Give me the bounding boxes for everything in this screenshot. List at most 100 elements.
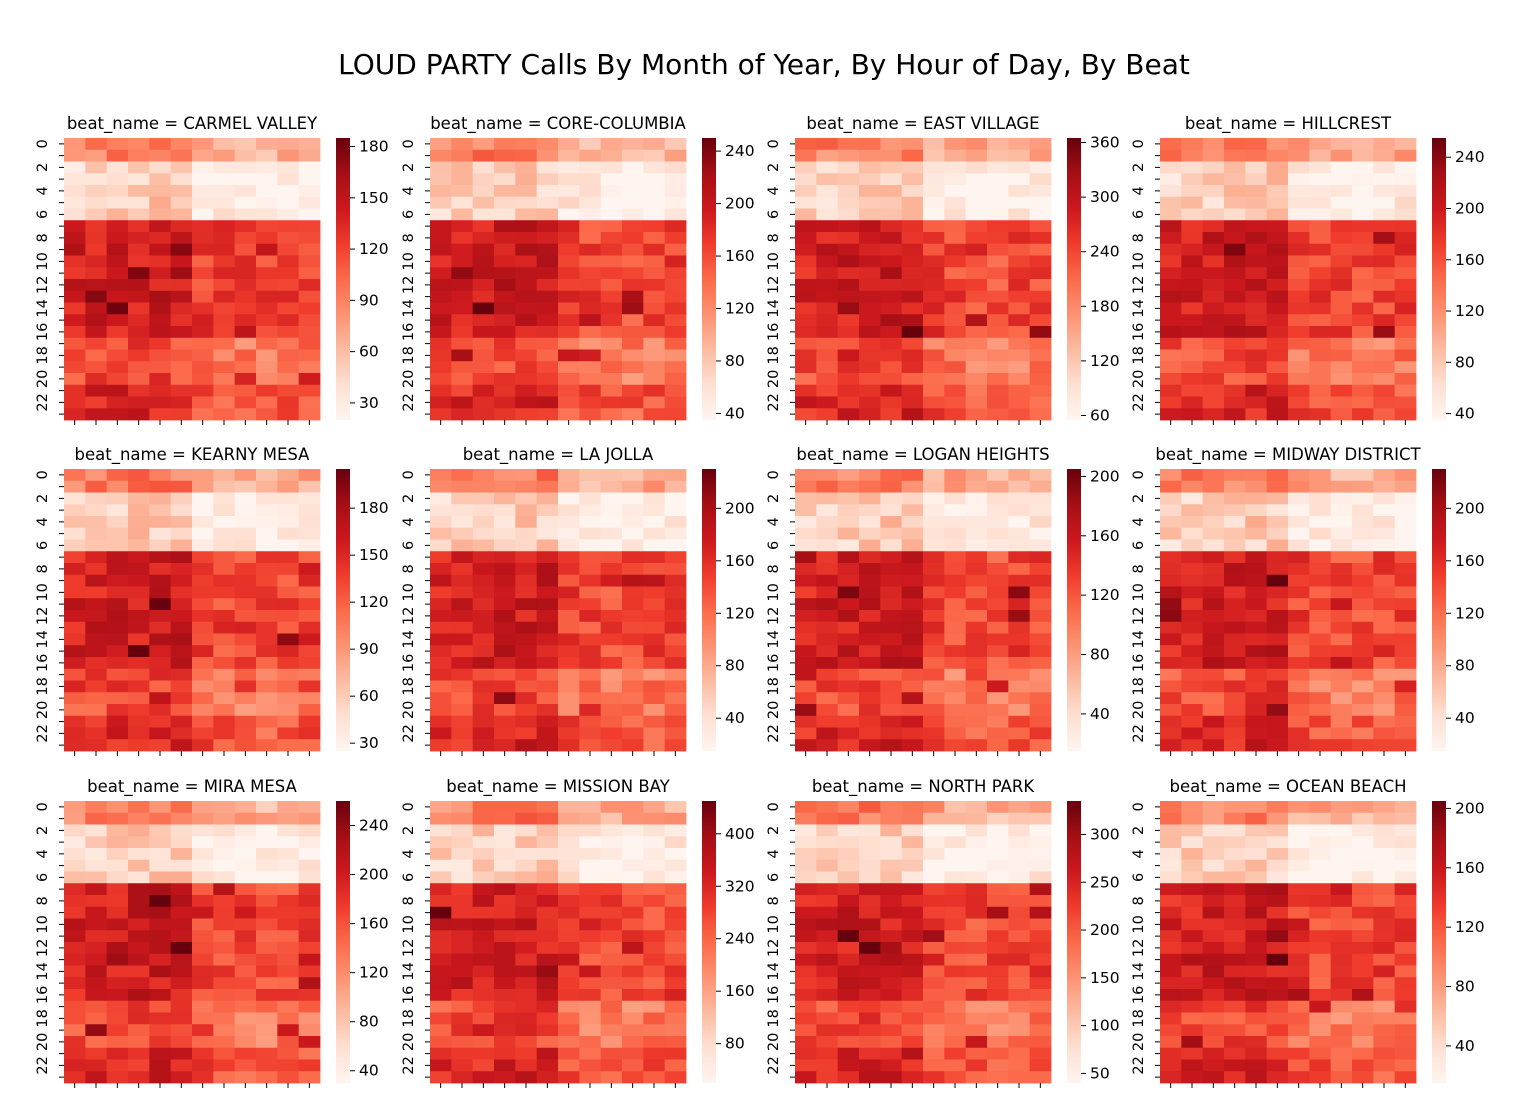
- heatmap-cell: [795, 989, 817, 1002]
- heatmap-cell: [664, 953, 687, 966]
- heatmap-cell: [1181, 610, 1204, 623]
- heatmap-cell: [536, 801, 559, 814]
- heatmap-cell: [430, 704, 452, 717]
- heatmap-cell: [1352, 504, 1374, 517]
- heatmap-cell: [816, 504, 839, 517]
- heatmap-cell: [944, 680, 967, 693]
- heatmap-cell: [128, 704, 150, 717]
- heatmap-cell: [622, 1012, 644, 1025]
- heatmap-cell: [277, 361, 300, 374]
- heatmap-cell: [664, 504, 687, 517]
- heatmap-cell: [106, 668, 129, 681]
- heatmap-cell: [944, 290, 967, 303]
- heatmap-cell: [944, 586, 967, 599]
- heatmap-cell: [944, 930, 967, 943]
- heatmap-cell: [558, 739, 580, 752]
- heatmap-cell: [944, 267, 967, 280]
- heatmap-cell: [816, 812, 839, 825]
- heatmap-cell: [234, 610, 257, 623]
- heatmap-cell: [515, 396, 538, 409]
- heatmap-cell: [923, 1012, 945, 1025]
- heatmap-cell: [664, 220, 687, 233]
- heatmap-cell: [192, 384, 214, 397]
- heatmap-cell: [149, 1000, 172, 1013]
- heatmap-cell: [1352, 196, 1374, 209]
- colorbar-tick-label: 80: [1455, 353, 1475, 371]
- heatmap-cell: [880, 220, 903, 233]
- heatmap-cell: [622, 704, 644, 717]
- colorbar-gradient: [336, 469, 350, 751]
- heatmap-cell: [837, 469, 860, 482]
- y-tick-label: 2: [1131, 826, 1147, 835]
- heatmap-cell: [1224, 314, 1246, 327]
- heatmap-cell: [128, 895, 150, 908]
- heatmap-cell: [1394, 859, 1417, 872]
- heatmap-cell: [1202, 704, 1225, 717]
- heatmap-cell: [1245, 314, 1268, 327]
- y-tick-label: 14: [35, 962, 51, 980]
- heatmap-cell: [1309, 149, 1332, 162]
- heatmap-cell: [1008, 337, 1031, 350]
- heatmap-cell: [85, 408, 108, 421]
- heatmap-cell: [944, 149, 967, 162]
- heatmap-cell: [816, 918, 839, 931]
- heatmap-cell: [277, 185, 300, 198]
- heatmap-cell: [1266, 161, 1289, 174]
- heatmap-cell: [277, 384, 300, 397]
- heatmap-cell: [579, 361, 602, 374]
- heatmap-cell: [1245, 480, 1268, 493]
- heatmap-cell: [1330, 480, 1353, 493]
- heatmap-cell: [643, 267, 666, 280]
- heatmap-cell: [558, 704, 580, 717]
- heatmap-cell: [515, 161, 538, 174]
- heatmap-cell: [430, 848, 452, 861]
- heatmap-cell: [1181, 314, 1204, 327]
- heatmap-cell: [1224, 836, 1246, 849]
- heatmap-cell: [965, 836, 988, 849]
- heatmap-cell: [430, 220, 452, 233]
- heatmap-cell: [128, 859, 150, 872]
- heatmap-cell: [944, 373, 967, 386]
- heatmap-cell: [558, 267, 580, 280]
- heatmap-cell: [536, 953, 559, 966]
- heatmap-cell: [213, 657, 236, 670]
- heatmap-cell: [1202, 1059, 1225, 1072]
- heatmap-panel: beat_name = LOGAN HEIGHTS024681012141618…: [766, 445, 1120, 756]
- heatmap-cell: [85, 739, 108, 752]
- heatmap-cell: [298, 314, 321, 327]
- heatmap-cell: [664, 1047, 687, 1060]
- heatmap-cell: [944, 727, 967, 740]
- heatmap-cell: [923, 208, 945, 221]
- heatmap-cell: [85, 208, 108, 221]
- heatmap-cell: [213, 1059, 236, 1072]
- heatmap-cell: [880, 516, 903, 529]
- heatmap-cell: [170, 373, 193, 386]
- heatmap-cell: [149, 1047, 172, 1060]
- heatmap-cell: [558, 196, 580, 209]
- heatmap-cell: [600, 1000, 623, 1013]
- heatmap-cell: [472, 801, 495, 814]
- heatmap-cell: [1330, 692, 1353, 705]
- heatmap-cell: [451, 302, 474, 315]
- heatmap-cell: [558, 551, 580, 564]
- heatmap-cell: [901, 138, 924, 151]
- heatmap-cell: [64, 516, 86, 529]
- heatmap-cell: [472, 953, 495, 966]
- heatmap-cell: [298, 361, 321, 374]
- heatmap-cell: [1266, 539, 1289, 552]
- heatmap-cell: [1181, 965, 1204, 978]
- heatmap-cell: [880, 527, 903, 540]
- heatmap-cell: [234, 715, 257, 728]
- heatmap-cell: [515, 185, 538, 198]
- heatmap-cell: [192, 243, 214, 256]
- heatmap-cell: [170, 906, 193, 919]
- heatmap-cell: [64, 871, 86, 884]
- heatmap-cell: [795, 859, 817, 872]
- heatmap-cell: [1029, 848, 1052, 861]
- heatmap-cell: [579, 243, 602, 256]
- heatmap-cell: [1245, 965, 1268, 978]
- panel-title: beat_name = EAST VILLAGE: [806, 114, 1039, 134]
- heatmap-cell: [558, 539, 580, 552]
